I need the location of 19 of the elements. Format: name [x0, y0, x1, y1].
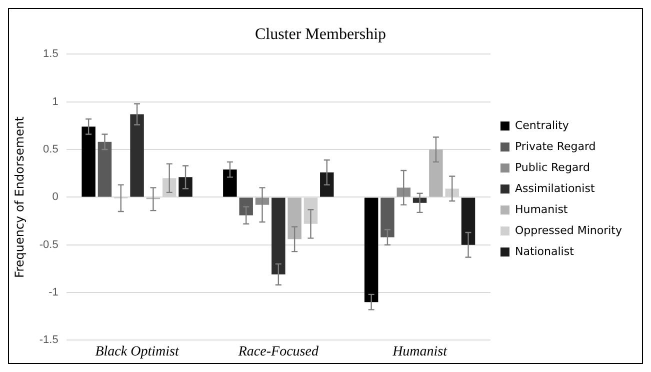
legend-label: Humanist [514, 202, 568, 216]
x-tick-label: Race-Focused [237, 344, 320, 360]
y-tick-label: -0.5 [39, 238, 58, 251]
y-tick-label: -1 [48, 286, 58, 299]
legend-label: Nationalist [514, 244, 575, 258]
legend-label: Oppressed Minority [514, 224, 622, 237]
x-tick-label: Black Optimist [95, 344, 180, 360]
y-tick-label: -1.5 [39, 334, 58, 346]
legend-label: Private Regard [514, 140, 596, 153]
x-tick-label: Humanist [392, 344, 448, 360]
y-axis-title: Frequency of Endorsement [12, 116, 26, 278]
legend-label: Assimilationist [514, 182, 596, 195]
y-tick-label: 1 [52, 96, 58, 108]
chart-title: Cluster Membership [254, 26, 386, 43]
y-tick-label: 0 [52, 191, 58, 204]
legend-label: Public Regard [514, 160, 590, 174]
legend-label: Centrality [514, 118, 570, 132]
y-tick-label: 0.5 [43, 144, 58, 156]
y-tick-label: 1.5 [43, 48, 58, 60]
